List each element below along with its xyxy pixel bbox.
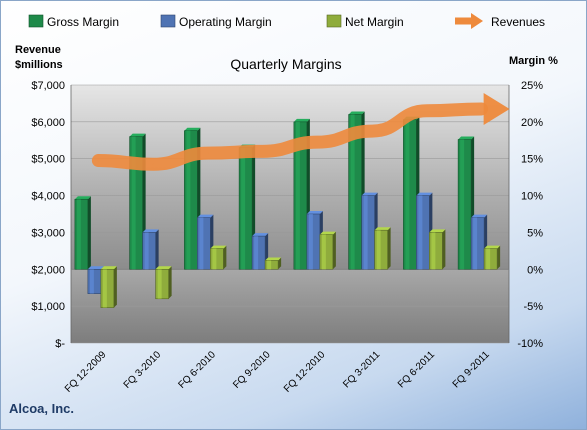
right-tick-label: 20% [521,117,543,129]
legend-swatch-operating-margin [160,14,176,28]
left-tick-label: $5,000 [31,154,65,166]
revenue-point [371,130,373,132]
legend-arrow-revenues [471,13,483,29]
bar-net-margin [100,266,117,308]
left-tick-label: $3,000 [31,227,65,239]
revenue-arrowhead [483,92,510,125]
legend-label-operating-margin: Operating Margin [179,15,272,29]
chart-legend: Gross Margin Operating Margin Net Margin Re… [28,13,545,29]
left-axis-label-line2: $millions [15,59,63,71]
left-tick-label: $4,000 [31,191,65,203]
revenue-point [97,160,99,162]
company-name: Alcoa, Inc. [9,401,75,416]
revenue-point [207,152,209,154]
left-tick-label: $7,000 [31,80,65,92]
revenue-point [152,163,154,165]
right-tick-label: -10% [517,338,543,350]
right-tick-label: 5% [527,227,543,239]
left-tick-label: $6,000 [31,117,65,129]
bar-net-margin [155,266,172,300]
left-tick-label: $2,000 [31,264,65,276]
right-tick-label: 0% [527,264,543,276]
x-tick-label: FQ 6-2010 [176,349,218,391]
x-tick-label: FQ 9-2010 [231,349,273,391]
revenue-point [426,110,428,112]
bar-net-margin [210,245,227,270]
legend-label-gross-margin: Gross Margin [47,15,119,29]
revenue-line [91,102,489,171]
bar-gross-margin [74,196,91,270]
legend-swatch-net-margin [326,14,342,28]
right-tick-label: 25% [521,80,543,92]
right-tick-label: -5% [523,301,543,313]
x-tick-label: FQ 12-2010 [282,349,328,395]
bar-net-margin [483,245,501,270]
x-axis-ticks: FQ 12-2009 FQ 3-2010 FQ 6-2010 FQ 9-2010 FQ … [63,349,492,395]
x-tick-label: FQ 12-2009 [63,349,109,395]
x-tick-label: FQ 9-2011 [451,349,492,390]
legend-label-net-margin: Net Margin [345,15,404,29]
chart-title: Quarterly Margins [230,56,341,72]
right-axis-label: Margin % [509,55,558,67]
bar-operating-margin [142,229,159,270]
bar-gross-margin [457,136,475,270]
legend-label-revenues: Revenues [491,15,545,29]
left-tick-label: $1,000 [31,301,65,313]
x-tick-label: FQ 3-2010 [122,349,164,391]
left-axis-label-line1: Revenue [15,44,61,56]
bar-operating-margin [251,233,269,270]
left-axis-ticks: $- $1,000 $2,000 $3,000 $4,000 $5,000 $6,000 $7… [31,80,65,350]
bar-net-margin [319,231,336,270]
left-tick-label: $- [55,338,65,350]
bar-net-margin [374,227,391,270]
right-axis-ticks: -10% -5% 0% 5% 10% 15% 20% 25% [517,80,543,350]
revenue-point [262,150,264,152]
bar-net-margin [429,229,446,270]
revenue-point [481,108,483,110]
x-tick-label: FQ 6-2011 [396,349,437,390]
x-tick-label: FQ 3-2011 [341,349,382,390]
revenue-point [316,141,318,143]
right-tick-label: 10% [521,191,543,203]
legend-swatch-gross-margin [28,14,44,28]
bar-net-margin [264,257,282,270]
revenue-line-group [91,92,510,171]
right-tick-label: 15% [521,154,543,166]
